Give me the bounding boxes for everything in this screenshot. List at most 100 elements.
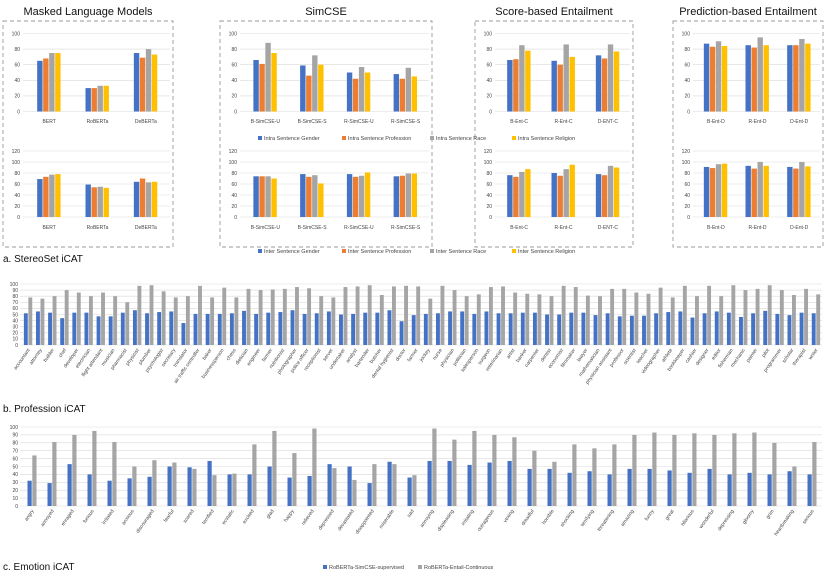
intra-bar (513, 59, 519, 112)
intra-category-label: R-Ent-C (554, 119, 572, 125)
group-title: SimCSE (305, 6, 347, 18)
profession-bar (804, 288, 808, 345)
intra-bar (151, 54, 158, 112)
profession-bar (205, 313, 210, 345)
emotion-bar (467, 464, 472, 506)
emotion-bar (127, 478, 132, 506)
emotion-category-label: outrageous (476, 508, 496, 532)
intra-bar (563, 44, 569, 112)
inter-bar (513, 176, 519, 217)
emotion-bar (92, 430, 97, 506)
inter-bar (607, 165, 614, 217)
profession-category-label: scientist (622, 347, 638, 366)
emotion-bar (152, 460, 157, 506)
profession-bar (791, 294, 796, 345)
inter-ytick-label: 40 (486, 193, 492, 199)
inter-bar (271, 178, 277, 217)
inter-bar (43, 176, 49, 217)
emotion-bar (572, 444, 577, 506)
intra-bar (805, 43, 811, 112)
profession-category-label: chef (58, 347, 69, 359)
profession-bar (108, 316, 113, 345)
intra-bar (265, 42, 271, 112)
profession-bar (678, 311, 683, 345)
intra-bar (55, 53, 61, 112)
inter-ytick-label: 100 (229, 160, 238, 166)
emotion-bar (452, 439, 457, 506)
emotion-bar (392, 464, 397, 506)
inter-bar (145, 182, 152, 217)
inter-legend-swatch (342, 249, 346, 253)
intra-legend-swatch (342, 136, 346, 140)
profession-bar (351, 313, 356, 345)
inter-ytick-label: 80 (684, 171, 690, 177)
emotion-bar (472, 430, 477, 506)
emotion-category-label: happy (283, 508, 296, 523)
intra-bar (751, 47, 757, 112)
inter-bar (85, 184, 91, 217)
profession-bar (411, 315, 416, 345)
intra-category-label: B-SimCSE-S (298, 119, 328, 125)
profession-bar (816, 294, 821, 345)
emotion-category-label: funny (644, 508, 656, 522)
emotion-category-label: shocking (559, 509, 575, 529)
profession-bar (375, 312, 380, 345)
inter-category-label: D-ENT-C (598, 225, 619, 231)
intra-bar (757, 37, 763, 112)
profession-bar (605, 313, 610, 345)
emotion-category-label: angry (24, 508, 36, 522)
emotion-bar (612, 444, 617, 506)
emotion-category-label: irritating (461, 509, 476, 527)
emotion-category-label: gloomy (741, 508, 755, 525)
intra-bar (551, 60, 557, 112)
emotion-ytick-label: 0 (15, 504, 18, 510)
emotion-bar (812, 442, 817, 506)
profession-bar (339, 314, 343, 345)
group-title: Masked Language Models (23, 6, 153, 18)
inter-ytick-label: 120 (682, 149, 691, 155)
profession-bar (36, 311, 40, 345)
inter-ytick-label: 0 (687, 215, 690, 221)
emotion-bar (732, 433, 737, 506)
profession-bar (210, 297, 215, 345)
section-label-c: c. Emotion iCAT (3, 562, 75, 573)
inter-bar (721, 163, 728, 217)
profession-bar (561, 285, 566, 345)
intra-bar (601, 58, 608, 112)
profession-bar (266, 312, 271, 345)
profession-ytick-label: 50 (12, 312, 18, 318)
inter-ytick-label: 40 (14, 193, 20, 199)
profession-bar (88, 296, 93, 345)
profession-bar (173, 297, 178, 345)
intra-bar (145, 49, 152, 112)
profession-bar (367, 285, 372, 345)
intra-ytick-label: 80 (486, 47, 492, 53)
profession-bar (363, 312, 368, 345)
emotion-bar (627, 468, 632, 506)
profession-bar (161, 291, 166, 345)
emotion-bar (232, 473, 237, 506)
profession-bar (246, 288, 251, 345)
inter-bar (312, 175, 318, 217)
emotion-bar (147, 476, 152, 506)
inter-bar (805, 166, 811, 217)
inter-bar (557, 175, 563, 217)
inter-bar (364, 172, 371, 217)
emotion-category-label: miserable (378, 509, 395, 530)
inter-ytick-label: 20 (684, 204, 690, 210)
profession-bar (84, 312, 89, 345)
intra-category-label: DeBERTa (135, 119, 157, 125)
profession-bar (440, 285, 445, 345)
profession-bar (719, 296, 724, 345)
profession-bar (314, 313, 319, 345)
intra-ytick-label: 60 (486, 63, 492, 69)
intra-bar (399, 78, 406, 112)
profession-bar (654, 313, 659, 345)
emotion-ytick-label: 90 (12, 433, 18, 439)
inter-bar (49, 174, 55, 217)
profession-bar (282, 288, 287, 345)
profession-bar (787, 315, 792, 345)
profession-bar (573, 287, 578, 345)
profession-bar (60, 318, 65, 345)
profession-bar (726, 312, 731, 345)
